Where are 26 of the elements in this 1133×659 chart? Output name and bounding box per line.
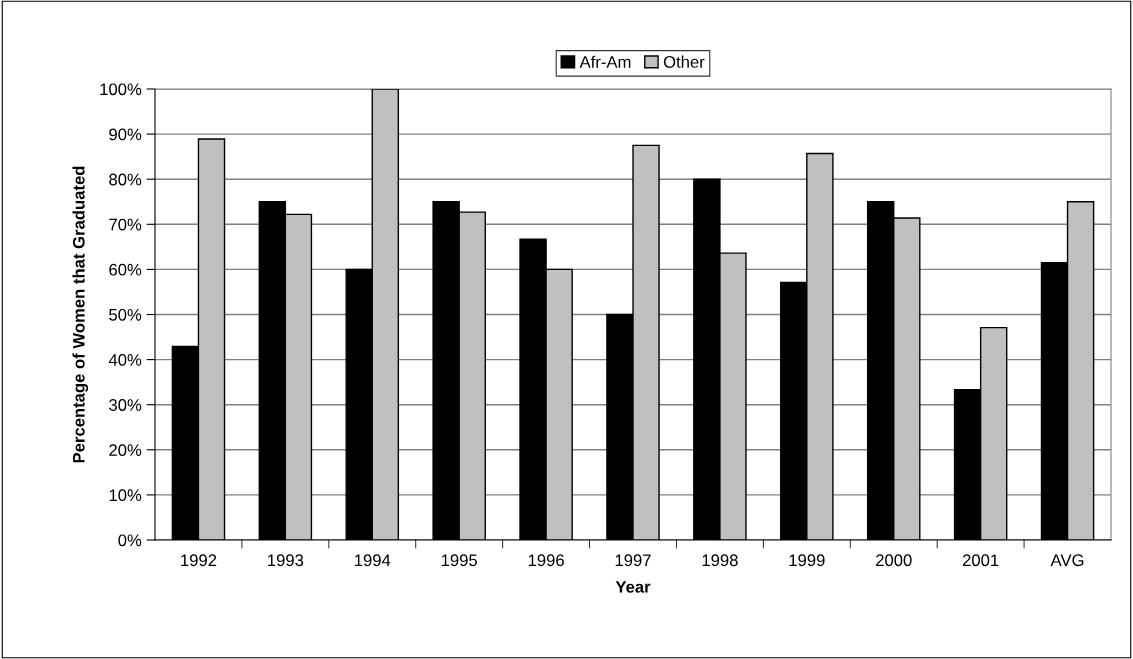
x-tick-label: 1998: [702, 554, 738, 567]
x-axis-title: Year: [615, 581, 651, 593]
x-tick-label: 2000: [876, 554, 912, 567]
x-tick-label: 1993: [268, 554, 304, 567]
y-tick-label: 50%: [109, 308, 142, 321]
y-tick-label: 90%: [109, 128, 142, 141]
x-tick-label: 1999: [789, 554, 825, 567]
y-tick-label: 80%: [109, 173, 142, 186]
legend-label: Afr-Am: [579, 55, 631, 68]
y-tick-label: 10%: [109, 489, 142, 502]
y-axis-title: Percentage of Women that Graduated: [72, 166, 89, 463]
y-tick-label: 20%: [109, 444, 142, 456]
x-tick-label: 1994: [355, 554, 391, 567]
x-tick-label: AVG: [1050, 554, 1084, 567]
x-tick-label: 2001: [962, 554, 999, 567]
y-tick-label: 60%: [109, 263, 142, 276]
x-tick-label: 1995: [441, 554, 478, 567]
legend-label: Other: [663, 55, 705, 68]
y-tick-label: 40%: [108, 354, 142, 366]
x-tick-label: 1997: [615, 554, 651, 567]
x-tick-label: 1992: [181, 554, 217, 567]
x-tick-label: 1996: [528, 554, 564, 567]
y-tick-label: 100%: [100, 83, 142, 96]
y-tick-label: 30%: [109, 399, 142, 411]
y-tick-label: 70%: [109, 218, 142, 231]
y-tick-label: 0%: [118, 534, 142, 547]
